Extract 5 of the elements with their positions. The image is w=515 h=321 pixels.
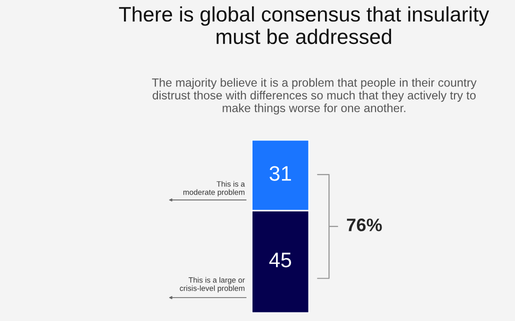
chart-subtitle: The majority believe it is a problem that people in their country distrust those with differences so much that they actively try to make things worse for one another. (152, 78, 477, 115)
chart-title: There is global consensus that insularity must be addressed (119, 6, 490, 44)
data-label: 31 (270, 166, 291, 181)
total-label: 76% (346, 218, 382, 232)
data-label: 45 (269, 252, 292, 268)
